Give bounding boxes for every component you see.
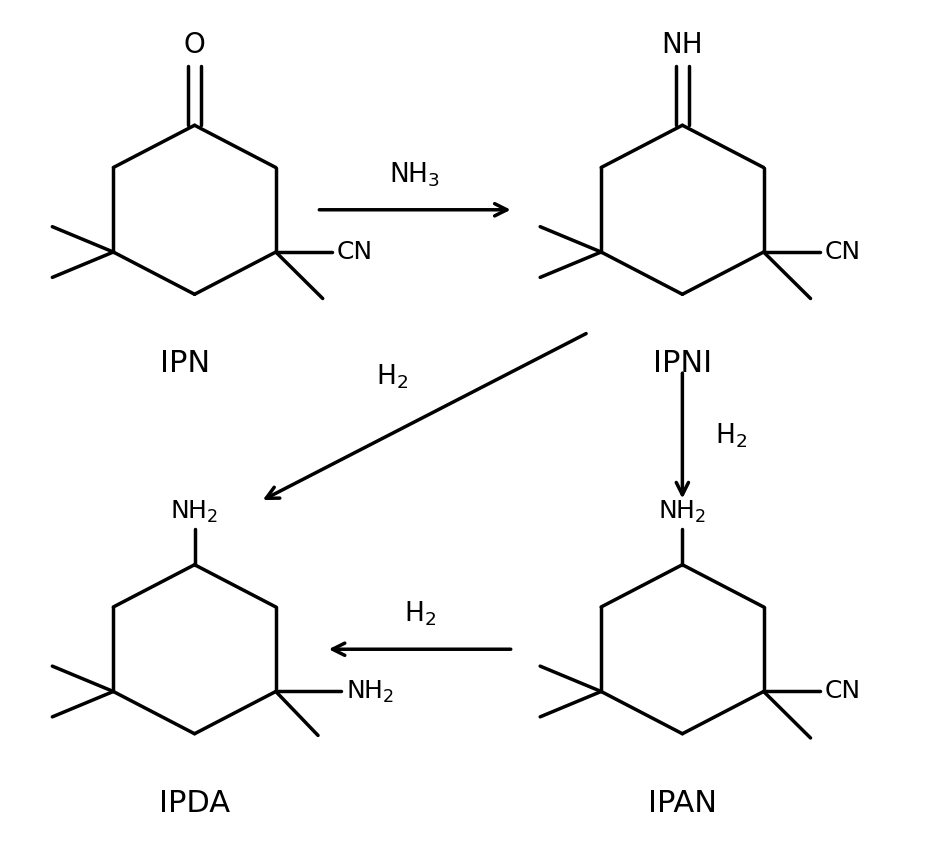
Text: NH$_3$: NH$_3$ xyxy=(389,160,441,189)
Text: IPN: IPN xyxy=(160,350,210,378)
Text: IPDA: IPDA xyxy=(159,789,230,818)
Text: CN: CN xyxy=(337,240,373,264)
Text: H$_2$: H$_2$ xyxy=(715,421,747,449)
Text: H$_2$: H$_2$ xyxy=(404,600,436,628)
Text: IPAN: IPAN xyxy=(648,789,717,818)
Text: NH$_2$: NH$_2$ xyxy=(347,679,394,704)
Text: O: O xyxy=(184,31,206,59)
Text: NH$_2$: NH$_2$ xyxy=(658,499,706,525)
Text: NH$_2$: NH$_2$ xyxy=(170,499,219,525)
Text: CN: CN xyxy=(824,240,861,264)
Text: H$_2$: H$_2$ xyxy=(375,363,407,392)
Text: IPNI: IPNI xyxy=(653,350,712,378)
Text: CN: CN xyxy=(824,679,861,704)
Text: NH: NH xyxy=(662,31,704,59)
